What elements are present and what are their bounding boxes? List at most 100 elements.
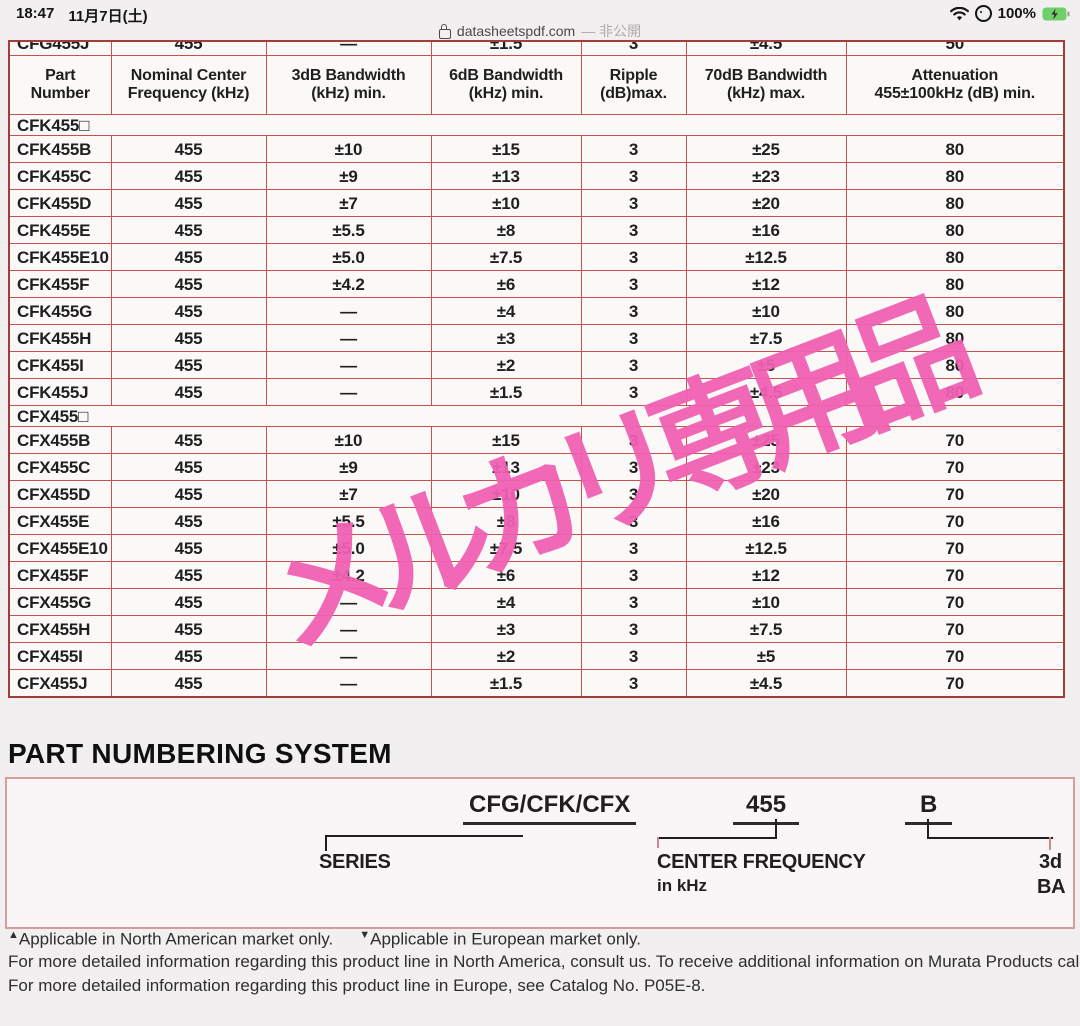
- table-cell: 3: [580, 135, 687, 163]
- date: 11月7日(土): [68, 8, 148, 25]
- table-cell: ±16: [685, 507, 847, 535]
- table-cell: 3: [580, 216, 687, 244]
- table-cell: ±4: [430, 297, 582, 325]
- table-cell: 3: [580, 480, 687, 508]
- column-header: 3dB Bandwidth (kHz) min.: [265, 55, 432, 115]
- table-row: CFX455G 455— ±4 3 ±10 70: [8, 588, 1065, 616]
- frequency-unit-label: in kHz: [657, 876, 708, 895]
- column-header: Attenuation 455±100kHz (dB) min.: [845, 55, 1065, 115]
- footnote-markets: ▲Applicable in North American market onl…: [8, 929, 641, 950]
- frequency-bracket-drop: [657, 837, 659, 848]
- table-cell: CFK455E: [8, 216, 112, 244]
- table-cell: ±23: [685, 162, 847, 190]
- table-cell: ±5.5: [265, 507, 432, 535]
- table-cell: 455: [110, 189, 267, 217]
- table-cell: 455: [110, 615, 267, 643]
- table-cell: CFX455B: [8, 426, 112, 454]
- table-cell: —: [265, 669, 432, 698]
- table-cell: ±5.0: [265, 243, 432, 271]
- table-cell: CFX455E10: [8, 534, 112, 562]
- column-header: 70dB Bandwidth (kHz) max.: [685, 55, 847, 115]
- table-cell: 455: [110, 507, 267, 535]
- url-domain: datasheetspdf.com: [456, 23, 576, 39]
- table-cell: ±2: [430, 351, 582, 379]
- table-cell: ±7.5: [685, 615, 847, 643]
- table-cell: ±3: [430, 324, 582, 352]
- table-cell: 80: [845, 243, 1065, 271]
- table-cell: ±5.0: [265, 534, 432, 562]
- table-cell: ±1.5: [430, 669, 582, 698]
- table-cell: 3: [580, 243, 687, 271]
- section-row: CFK455□: [8, 114, 1065, 136]
- table-cell: ±10: [685, 588, 847, 616]
- table-cell: 455: [110, 297, 267, 325]
- table-cell: ±12: [685, 270, 847, 298]
- table-cell: ±13: [430, 162, 582, 190]
- footnote-na: Applicable in North American market only…: [18, 929, 334, 949]
- table-cell: 3: [580, 324, 687, 352]
- table-cell: ±10: [430, 189, 582, 217]
- triangle-up-marker: ▲: [8, 929, 19, 941]
- table-cell: 70: [845, 453, 1065, 481]
- clipped-row: CFG455J 455— ±1.5 3 ±4.5 50: [8, 40, 1065, 56]
- table-cell: 455: [110, 216, 267, 244]
- suffix-label-clipped-2: BA: [1037, 876, 1066, 898]
- frequency-bracket-line: [657, 819, 777, 839]
- footnote-europe: For more detailed information regarding …: [8, 976, 706, 995]
- table-cell: 455: [110, 378, 267, 406]
- column-header: Nominal Center Frequency (kHz): [110, 55, 267, 115]
- series-value: CFG/CFK/CFX: [463, 791, 637, 825]
- table-row: CFK455J 455— ±1.5 3 ±4.5 80: [8, 378, 1065, 406]
- table-cell: ±15: [430, 135, 582, 163]
- table-row: CFK455C 455 ±9 ±13 3 ±23 80: [8, 162, 1065, 190]
- part-numbering-box: CFG/CFK/CFX 455 B SERIES CENTER FREQUENC…: [5, 777, 1075, 929]
- table-cell: CFK455E10: [8, 243, 112, 271]
- column-header: Ripple (dB)max.: [580, 55, 687, 115]
- footnote-north-america: For more detailed information regarding …: [8, 952, 1080, 971]
- table-cell: CFG455J: [8, 40, 112, 56]
- table-cell: ±25: [685, 135, 847, 163]
- table-cell: ±10: [265, 135, 432, 163]
- table-cell: 3: [580, 351, 687, 379]
- table-cell: 70: [845, 480, 1065, 508]
- footnote-eu: Applicable in European market only.: [370, 929, 642, 949]
- table-cell: 70: [845, 561, 1065, 589]
- table-cell: 3: [580, 297, 687, 325]
- table-cell: 455: [110, 588, 267, 616]
- table-row: CFX455B 455 ±10 ±15 3 ±25 70: [8, 426, 1065, 454]
- table-cell: ±13: [430, 453, 582, 481]
- table-cell: ±20: [685, 189, 847, 217]
- table-cell: 455: [110, 669, 267, 698]
- table-cell: 455: [110, 135, 267, 163]
- table-cell: —: [265, 588, 432, 616]
- table-cell: ±8: [430, 216, 582, 244]
- table-cell: —: [265, 297, 432, 325]
- table-cell: 455: [110, 40, 267, 56]
- privacy-label: — 非公開: [581, 23, 642, 39]
- table-cell: —: [265, 642, 432, 670]
- table-cell: 3: [580, 588, 687, 616]
- clock: 18:47: [16, 5, 55, 22]
- table-row: CFK455E10 455 ±5.0 ±7.5 3 ±12.5 80: [8, 243, 1065, 271]
- table-cell: 455: [110, 642, 267, 670]
- padlock-icon: [438, 23, 451, 39]
- header-row: Part Number Nominal Center Frequency (kHz) 3…: [8, 55, 1065, 115]
- table-cell: CFX455H: [8, 615, 112, 643]
- table-cell: ±7.5: [430, 243, 582, 271]
- table-cell: 3: [580, 615, 687, 643]
- table-row: CFX455E 455 ±5.5 ±8 3 ±16 70: [8, 507, 1065, 535]
- battery-charging-icon: [1042, 7, 1070, 20]
- table-cell: —: [265, 324, 432, 352]
- table-cell: CFX455E: [8, 507, 112, 535]
- table-cell: ±5.5: [265, 216, 432, 244]
- table-cell: —: [265, 351, 432, 379]
- table-cell: ±4.5: [685, 40, 847, 56]
- table-cell: 70: [845, 426, 1065, 454]
- table-row: CFX455F 455 ±4.2 ±6 3 ±12 70: [8, 561, 1065, 589]
- table-row: CFK455I 455— ±2 3 ±5 80: [8, 351, 1065, 379]
- table-cell: CFX455I: [8, 642, 112, 670]
- table-cell: 3: [580, 162, 687, 190]
- table-cell: ±8: [430, 507, 582, 535]
- url-bar[interactable]: datasheetspdf.com — 非公開: [0, 21, 1080, 42]
- table-row: CFK455B 455 ±10 ±15 3 ±25 80: [8, 135, 1065, 163]
